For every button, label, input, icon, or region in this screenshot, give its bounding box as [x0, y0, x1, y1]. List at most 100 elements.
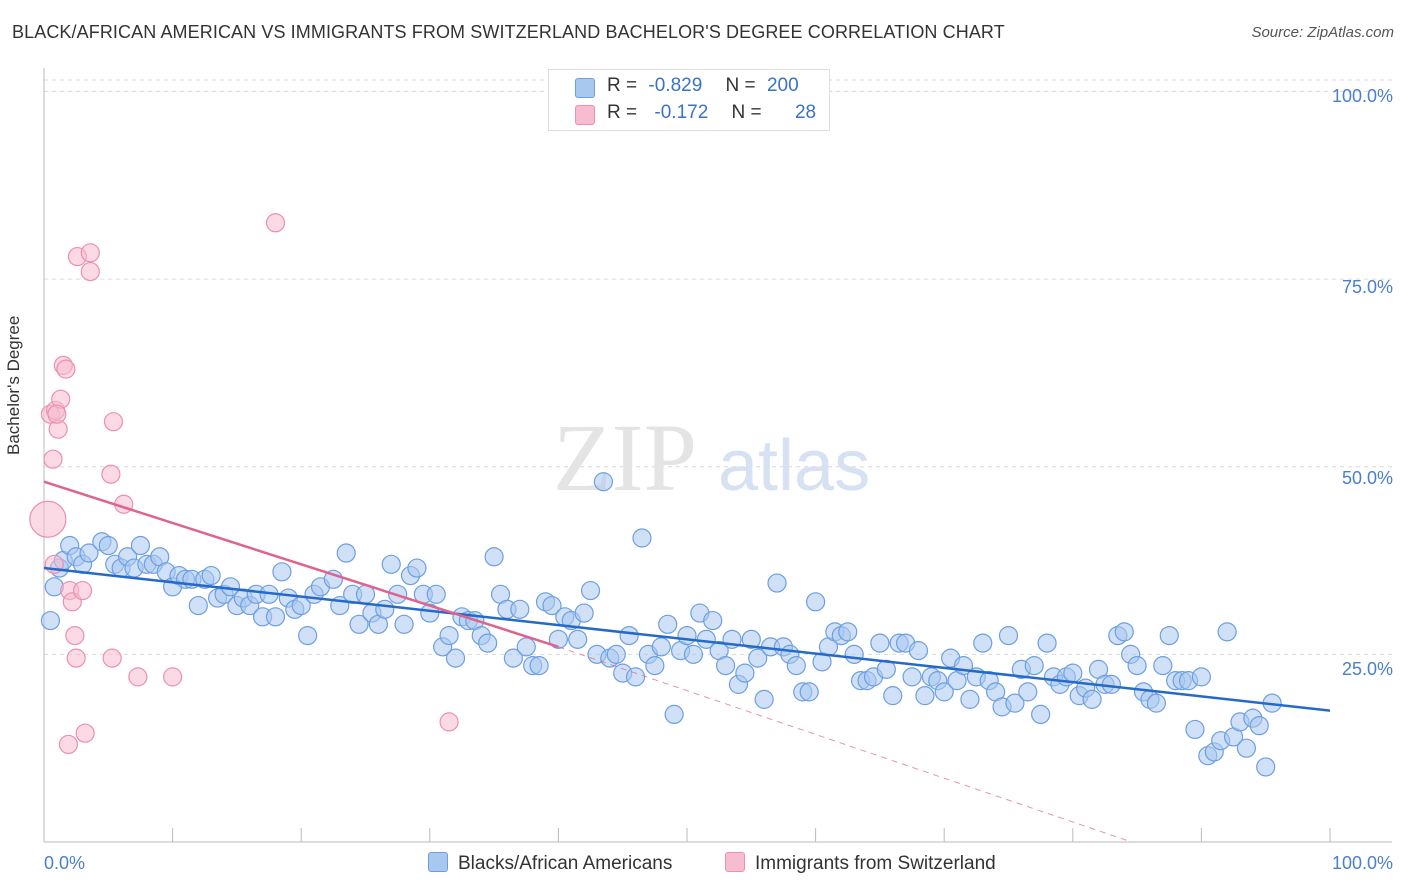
point-blacks [1185, 719, 1205, 740]
legend-swatch-blue [575, 78, 595, 98]
point-blacks [568, 629, 588, 649]
legend-n-value: 28 [794, 102, 817, 123]
point-blacks [1159, 625, 1179, 646]
point-swiss [58, 734, 79, 755]
trend-line-swiss [43, 480, 559, 649]
point-swiss [72, 580, 93, 601]
legend-r-label: R = [607, 75, 638, 96]
point-blacks [870, 633, 890, 653]
point-blacks [484, 547, 504, 567]
point-blacks [625, 667, 646, 687]
watermark: ZIP atlas [553, 404, 870, 511]
point-blacks [516, 637, 536, 657]
point-blacks [1217, 622, 1237, 642]
point-blacks [703, 610, 723, 631]
point-blacks [883, 686, 903, 706]
point-blacks [683, 644, 704, 664]
point-blacks [1146, 693, 1166, 713]
point-blacks [767, 573, 787, 593]
point-blacks [188, 595, 208, 616]
watermark-atlas: atlas [718, 426, 870, 506]
point-swiss [29, 500, 67, 538]
point-swiss [101, 464, 121, 484]
point-blacks [1031, 704, 1051, 725]
point-swiss [102, 648, 122, 668]
point-blacks [664, 704, 684, 725]
point-blacks [973, 633, 993, 653]
point-swiss [103, 412, 124, 432]
point-blacks [1024, 656, 1044, 676]
axes [43, 68, 1392, 843]
point-blacks [130, 535, 151, 556]
point-blacks [503, 648, 523, 668]
y-tick-75: 75.0% [1341, 277, 1393, 297]
point-swiss [47, 404, 67, 424]
point-blacks [98, 535, 118, 556]
point-blacks [934, 682, 954, 702]
bottom-legend-label: Immigrants from Switzerland [755, 853, 996, 874]
bottom-legend-swatch-pink [725, 852, 745, 872]
point-blacks [799, 682, 819, 702]
point-swiss [163, 667, 183, 687]
point-blacks [619, 625, 639, 646]
x-tick-100: 100.0% [1331, 853, 1393, 873]
point-swiss [128, 667, 148, 687]
point-blacks [1082, 689, 1102, 709]
point-blacks [1101, 674, 1121, 694]
bottom-legend-blacks: Blacks/African Americans [428, 852, 672, 875]
point-swiss [75, 723, 95, 743]
point-swiss [80, 243, 100, 263]
point-blacks [394, 614, 414, 634]
point-blacks [1005, 693, 1025, 713]
point-blacks [542, 595, 562, 616]
point-swiss [80, 261, 100, 282]
point-blacks [1063, 663, 1083, 683]
point-blacks [1018, 682, 1038, 702]
point-blacks [445, 648, 466, 668]
point-blacks [915, 686, 935, 706]
point-blacks [658, 614, 678, 634]
point-blacks [478, 633, 498, 653]
point-blacks [645, 656, 665, 676]
point-blacks [548, 629, 569, 649]
legend-row-2: R = -0.172 N = 28 [607, 102, 816, 124]
point-blacks [715, 656, 736, 676]
trend-line-blacks [43, 566, 1331, 712]
chart-title: BLACK/AFRICAN AMERICAN VS IMMIGRANTS FRO… [12, 22, 1005, 42]
point-blacks [606, 644, 626, 664]
point-blacks [908, 641, 929, 661]
point-blacks [1191, 667, 1212, 687]
trend-lines [43, 480, 1331, 843]
watermark-zip: ZIP [553, 404, 697, 511]
series-swiss-points [29, 213, 459, 755]
point-blacks [1153, 656, 1173, 676]
point-blacks [902, 667, 922, 687]
point-blacks [754, 689, 774, 709]
point-blacks [439, 625, 459, 646]
point-blacks [265, 607, 286, 627]
point-blacks [1249, 716, 1269, 736]
legend-r-value: -0.172 [654, 102, 709, 123]
point-blacks [510, 599, 530, 619]
point-blacks [336, 543, 356, 563]
y-tick-100: 100.0% [1331, 86, 1393, 106]
series-blacks-points [40, 472, 1282, 777]
bottom-legend-label: Blacks/African Americans [458, 853, 673, 874]
point-blacks [529, 656, 549, 676]
trend-line-swiss-extension [558, 646, 1132, 843]
point-blacks [805, 592, 826, 612]
point-blacks [748, 648, 768, 668]
point-blacks [375, 599, 395, 619]
point-blacks [735, 663, 755, 683]
point-blacks [201, 565, 221, 586]
x-tick-0: 0.0% [44, 853, 86, 873]
bottom-legend-swatch-blue [428, 852, 448, 872]
point-blacks [407, 558, 427, 578]
correlation-legend: R = -0.829 N = 200 R = -0.172 N = 28 [548, 69, 830, 131]
point-blacks [79, 543, 99, 563]
point-blacks [40, 610, 61, 631]
point-blacks [580, 580, 601, 601]
point-blacks [381, 554, 401, 574]
point-swiss [65, 625, 85, 646]
